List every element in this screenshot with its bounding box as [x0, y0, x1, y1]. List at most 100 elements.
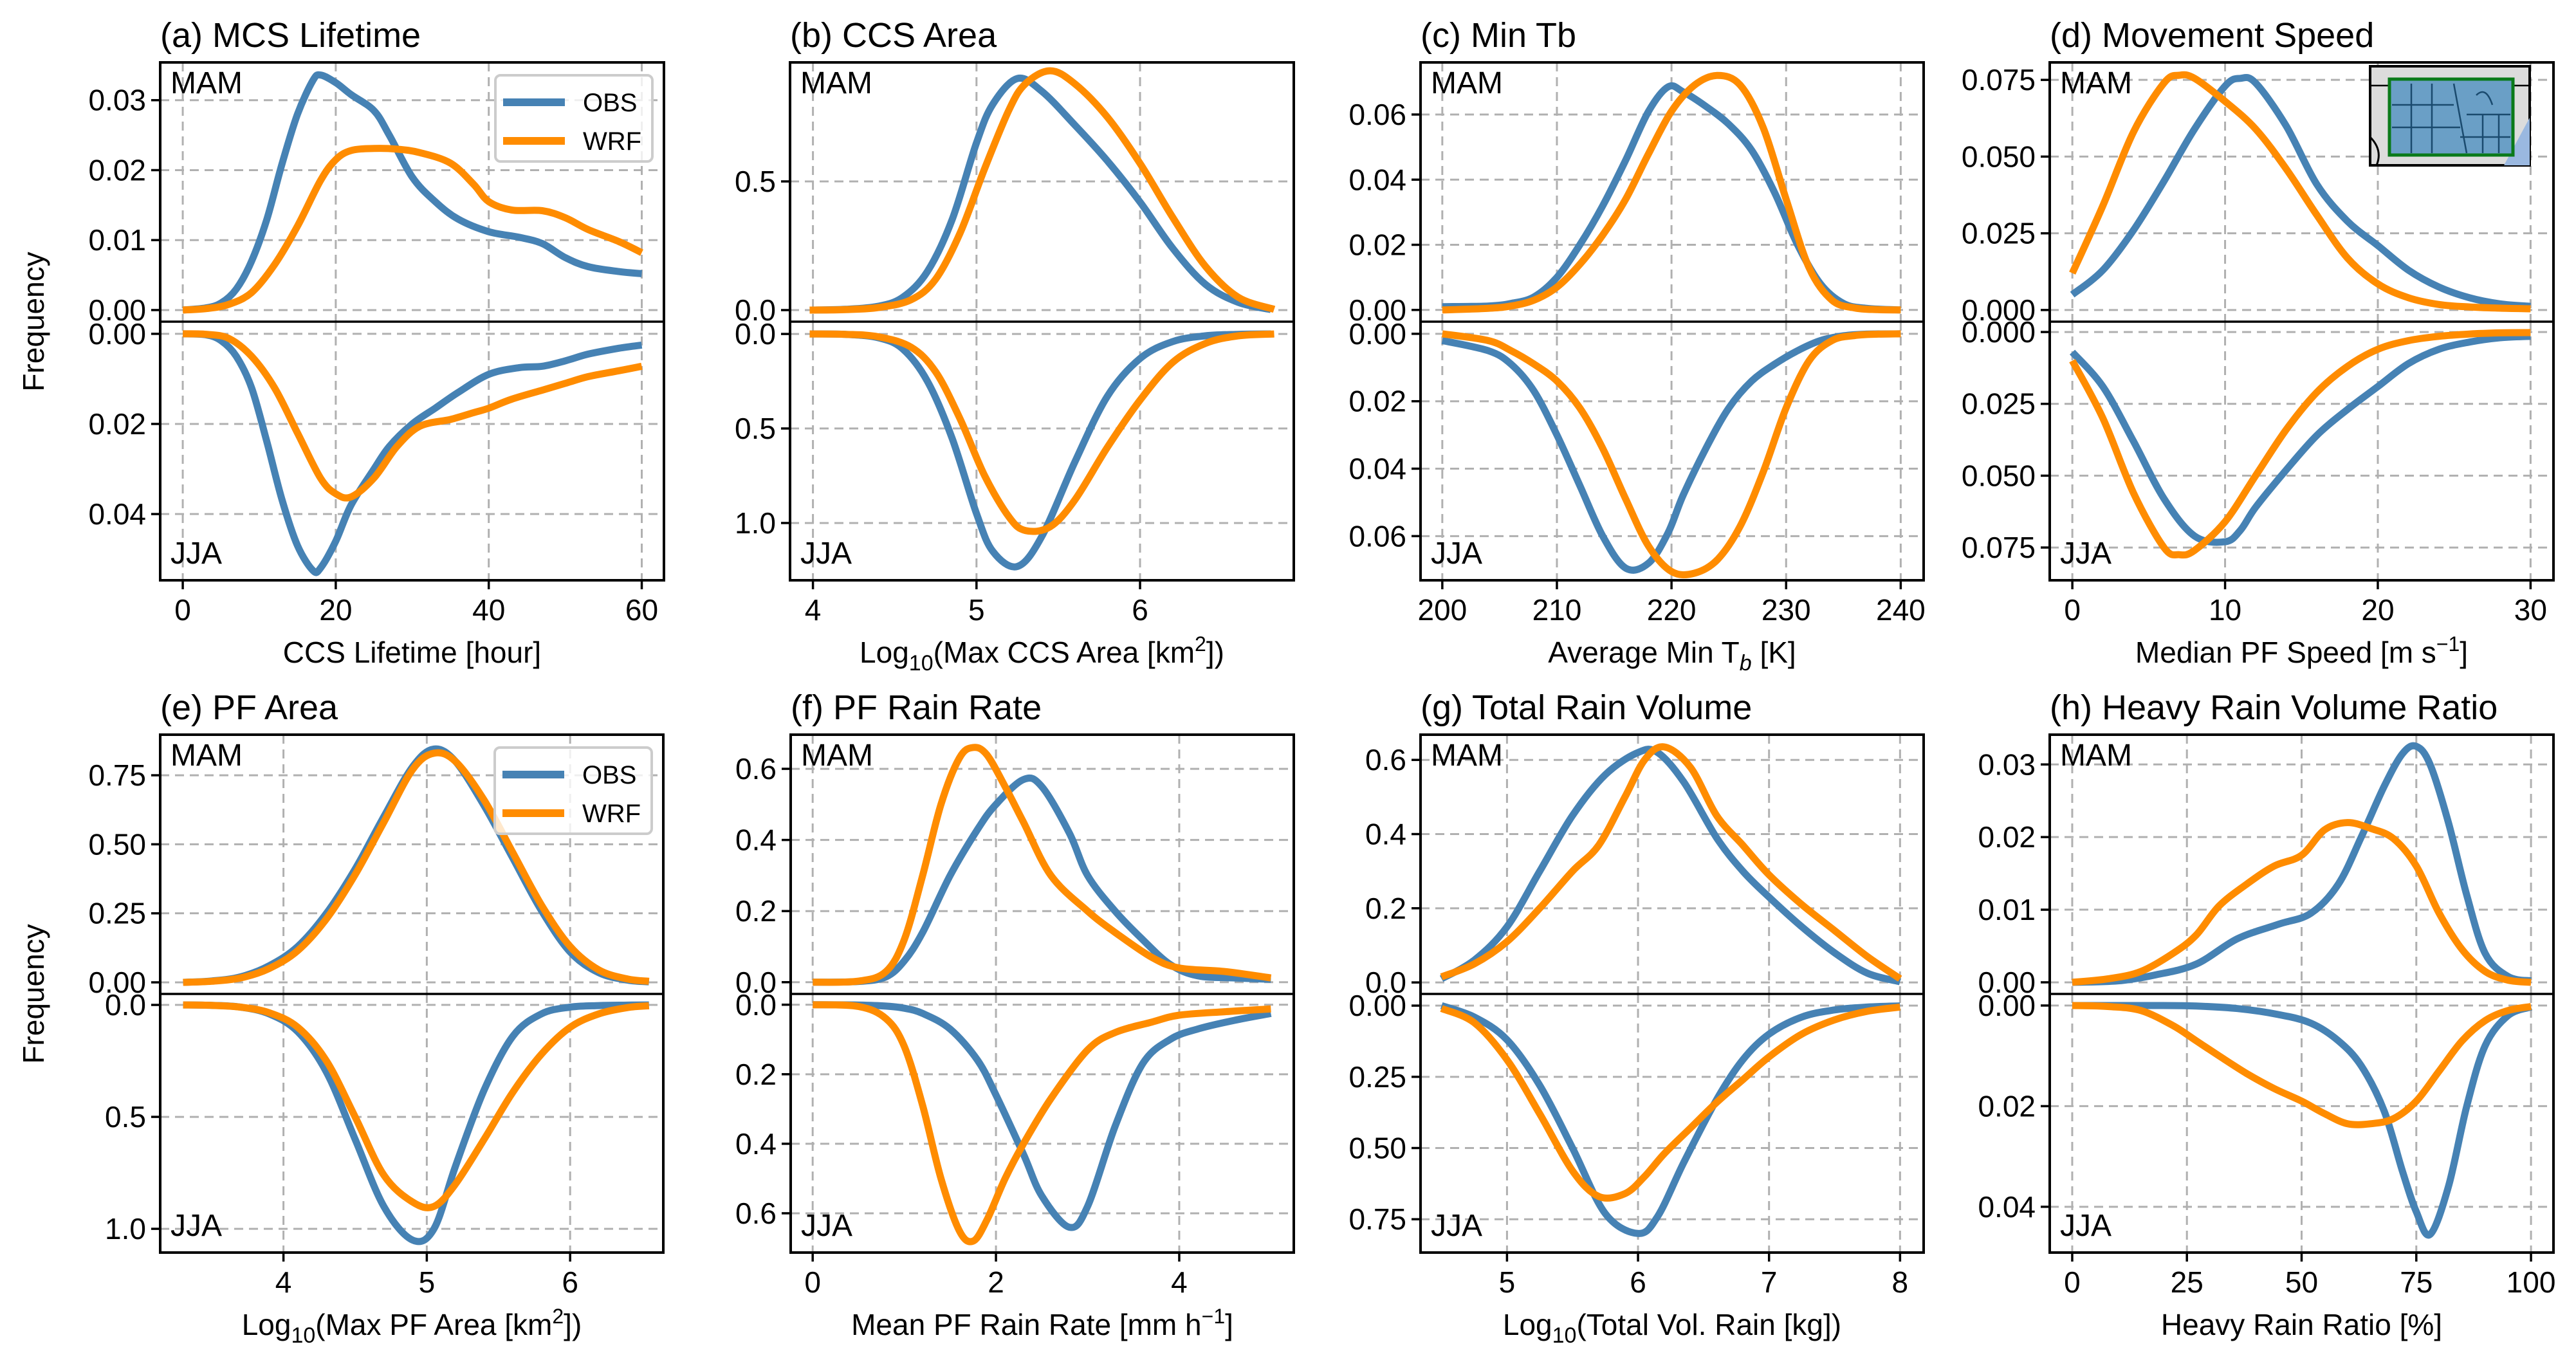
map-region-box: [2387, 77, 2515, 157]
x-tick-label: 30: [2514, 593, 2547, 627]
y-tick-label-top: 0.25: [88, 897, 146, 930]
season-label-jja: JJA: [801, 1209, 852, 1243]
series-wrf-mam-line: [813, 744, 1272, 986]
y-tick-label-top: 0.00: [1978, 966, 2036, 999]
x-tick-label: 60: [625, 593, 658, 627]
y-tick-label-bottom: 0.00: [88, 317, 146, 351]
y-tick-label-top: 0.5: [735, 165, 776, 198]
x-axis-label-main: Log: [1503, 1308, 1552, 1341]
y-tick-label-top: 0.01: [1978, 893, 2036, 926]
panel-title: (d) Movement Speed: [2050, 16, 2374, 55]
x-axis-label-subscript: 10: [909, 651, 934, 675]
x-tick-label: 75: [2400, 1265, 2433, 1299]
y-tick-label-top: 0.02: [88, 153, 146, 187]
y-tick-label-bottom: 0.5: [735, 412, 776, 445]
x-tick-label: 20: [319, 593, 352, 627]
y-tick-label-top: 0.50: [88, 827, 146, 861]
y-tick-label-bottom: 0.02: [1348, 385, 1406, 418]
season-label-jja: JJA: [1431, 537, 1482, 571]
panel-h: (h) Heavy Rain Volume Ratio 0 25 50 75 100 0.0…: [1978, 688, 2555, 1341]
series-wrf-mam-line: [1442, 71, 1901, 314]
y-tick-label-top: 0.00: [1348, 293, 1406, 327]
x-axis-label-superscript: 2: [1195, 632, 1206, 656]
panel-d: (d) Movement Speed 0 10 20 30 0.000 0.025 0.050…: [1962, 16, 2555, 669]
y-tick-label-bottom: 0.02: [1978, 1089, 2036, 1123]
series-obs-jja-line: [182, 330, 643, 576]
y-tick-label-bottom: 0.5: [105, 1100, 146, 1134]
x-axis-label-main: Log: [860, 636, 909, 669]
x-tick-label: 25: [2171, 1265, 2203, 1299]
x-tick-label: 220: [1647, 593, 1697, 627]
x-axis-label: Log10(Total Vol. Rain [kg]): [1503, 1308, 1841, 1348]
x-axis-label: CCS Lifetime [hour]: [283, 636, 541, 669]
x-tick-label: 4: [805, 593, 822, 627]
x-tick-label: 7: [1761, 1265, 1778, 1299]
panel-title: (a) MCS Lifetime: [160, 16, 421, 55]
series-obs-jja-line: [809, 330, 1271, 571]
y-tick-label-top: 0.02: [1978, 820, 2036, 854]
x-tick-label: 20: [2361, 593, 2394, 627]
x-axis-label-main: Average Min T: [1548, 636, 1739, 669]
y-tick-label-top: 0.6: [735, 752, 777, 786]
y-tick-label-top: 0.4: [1365, 818, 1406, 851]
y-tick-label-bottom: 0.06: [1348, 519, 1406, 553]
y-tick-label-bottom: 1.0: [735, 506, 776, 540]
x-axis-label: Average Min Tb [K]: [1548, 636, 1796, 675]
x-axis-label-middle: (Max PF Area [km: [315, 1308, 552, 1341]
x-axis-label-suffix: ]: [2460, 636, 2468, 669]
x-axis-label-subscript: 10: [1552, 1323, 1577, 1348]
panel-title: (f) PF Rain Rate: [791, 688, 1042, 727]
y-tick-label-bottom: 0.0: [735, 317, 776, 351]
x-axis-label-superscript: 2: [552, 1305, 564, 1328]
y-tick-label-bottom: 0.02: [88, 407, 146, 441]
season-label-mam: MAM: [170, 66, 243, 100]
series-wrf-jja-line: [2072, 1002, 2532, 1128]
y-tick-label-bottom: 0.2: [735, 1058, 777, 1091]
y-tick-label-top: 0.2: [1365, 892, 1406, 925]
panel-e: (e) PF Area 4 5 6 0.00 0.25 0.50 0.75 0.0 0.5 1.0 M…: [88, 688, 665, 1348]
series-obs-mam-line: [2072, 742, 2532, 986]
series-wrf-jja-line: [809, 330, 1274, 535]
y-tick-label-top: 0.0: [735, 966, 777, 999]
y-tick-label-bottom: 0.000: [1962, 315, 2036, 349]
series-obs-mam-line: [813, 774, 1271, 986]
x-tick-label: 6: [1630, 1265, 1646, 1299]
x-tick-label: 5: [419, 1265, 436, 1299]
x-tick-label: 5: [968, 593, 985, 627]
legend: OBS WRF: [494, 74, 654, 163]
x-tick-label: 50: [2285, 1265, 2318, 1299]
series-wrf-jja-line: [2069, 329, 2531, 559]
panel-c: (c) Min Tb 200 210 220 230 240 0.00 0.02 0.04 0.0…: [1348, 16, 1925, 675]
y-tick-label-bottom: 0.6: [735, 1197, 777, 1230]
x-tick-label: 8: [1892, 1265, 1909, 1299]
shared-ylabel-bottom-row: Frequency: [17, 924, 50, 1063]
map-coastline: [2369, 136, 2380, 166]
series-wrf-jja-line: [813, 1001, 1271, 1245]
y-tick-label-bottom: 0.00: [1348, 317, 1406, 351]
season-label-jja: JJA: [2060, 537, 2111, 571]
panel-title: (g) Total Rain Volume: [1421, 688, 1752, 727]
y-tick-label-top: 0.06: [1348, 98, 1406, 131]
y-tick-label-bottom: 1.0: [105, 1212, 146, 1245]
series-obs-jja-line: [2069, 333, 2531, 546]
y-tick-label-top: 0.4: [735, 823, 777, 857]
x-axis-label-suffix: ]: [1225, 1308, 1233, 1341]
x-axis-label-middle: (Max CCS Area [km: [934, 636, 1195, 669]
y-tick-label-top: 0.0: [735, 293, 776, 327]
panel-title: (h) Heavy Rain Volume Ratio: [2050, 688, 2498, 727]
y-tick-label-bottom: 0.75: [1348, 1202, 1406, 1236]
series-obs-mam-line: [1439, 746, 1901, 986]
x-axis-label: Log10(Max PF Area [km2]): [242, 1305, 582, 1348]
x-tick-label: 6: [1132, 593, 1148, 627]
x-tick-label: 40: [472, 593, 505, 627]
season-label-mam: MAM: [170, 739, 243, 773]
panel-a: (a) MCS Lifetime 0 20 40 60 0.00 0.01 0.02 0.03 0…: [88, 16, 665, 669]
panel-f: (f) PF Rain Rate 0 2 4 0.0 0.2 0.4 0.6 0.0 0.2 0.4…: [735, 688, 1295, 1341]
y-tick-label-top: 0.01: [88, 223, 146, 257]
y-tick-label-bottom: 0.25: [1348, 1060, 1406, 1094]
panel-b: (b) CCS Area 4 5 6 0.0 0.5 0.0 0.5 1.0 MAM JJA Log1…: [735, 16, 1295, 675]
legend: OBS WRF: [493, 746, 653, 835]
y-tick-label-top: 0.03: [1978, 748, 2036, 781]
series-obs-jja-line: [2072, 1002, 2533, 1239]
